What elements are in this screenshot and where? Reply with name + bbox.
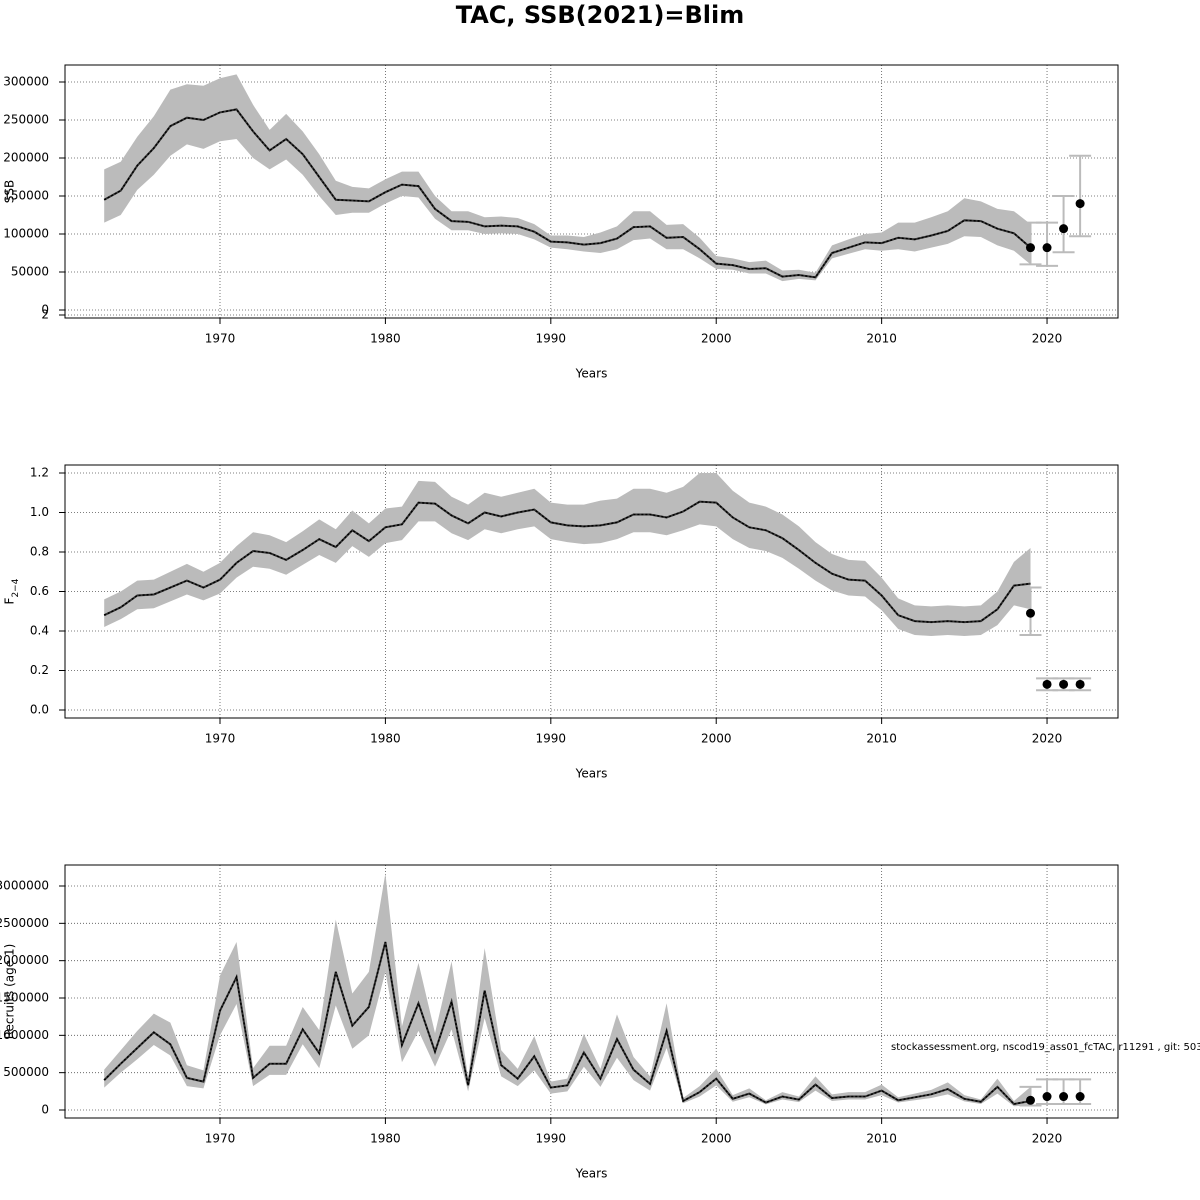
y-axis-label: SSB [3, 180, 17, 203]
y-tick-label: 1.0 [30, 505, 49, 519]
y-tick-label: 2 [41, 307, 49, 321]
x-tick-label: 2000 [701, 332, 732, 346]
x-tick-label: 2010 [866, 732, 897, 746]
y-tick-label: 50000 [11, 265, 49, 279]
x-axis-label: Years [575, 367, 608, 381]
y-tick-label: 0.4 [30, 624, 49, 638]
x-tick-label: 2020 [1032, 1132, 1063, 1146]
x-tick-label: 1980 [370, 332, 401, 346]
y-tick-label: 2000000 [0, 953, 49, 967]
median-line-dots [103, 108, 1031, 279]
forecast-point [1059, 224, 1069, 234]
forecast-point [1075, 1092, 1085, 1102]
y-tick-label: 300000 [3, 74, 49, 88]
y-tick-label: 0.2 [30, 663, 49, 677]
forecast-point [1025, 608, 1035, 618]
plot-frame [64, 864, 1119, 1119]
x-tick-label: 2000 [701, 732, 732, 746]
y-axis-label: F2−4 [3, 578, 21, 604]
y-tick-label: 250000 [3, 112, 49, 126]
x-tick-label: 2020 [1032, 732, 1063, 746]
x-tick-label: 1970 [205, 332, 236, 346]
plot-frame [64, 64, 1119, 319]
caption: stockassessment.org, nscod19_ass01_fcTAC… [891, 1042, 1200, 1053]
plot-frame [64, 464, 1119, 719]
median-line-dots [103, 500, 1031, 623]
y-tick-label: 3000000 [0, 879, 49, 893]
y-tick-label: 100000 [3, 227, 49, 241]
x-tick-label: 2020 [1032, 332, 1063, 346]
y-tick-label: 0.8 [30, 544, 49, 558]
y-tick-label: 1000000 [0, 1028, 49, 1042]
forecast-point [1075, 199, 1085, 209]
forecast-point [1025, 1095, 1035, 1105]
y-tick-label: 1500000 [0, 991, 49, 1005]
forecast-point [1042, 679, 1052, 689]
x-tick-label: 1970 [205, 1132, 236, 1146]
forecast-point [1075, 679, 1085, 689]
y-axis-label-sub: 2−4 [11, 578, 21, 597]
y-tick-label: 0.0 [30, 703, 49, 717]
y-tick-label: 1.2 [30, 465, 49, 479]
median-line-dots [103, 941, 1031, 1105]
confidence-band [104, 74, 1031, 282]
x-tick-label: 1990 [536, 332, 567, 346]
y-tick-label: 500000 [3, 1065, 49, 1079]
confidence-band [104, 873, 1031, 1107]
x-tick-label: 1970 [205, 732, 236, 746]
forecast-point [1059, 1092, 1069, 1102]
x-tick-label: 1980 [370, 1132, 401, 1146]
x-tick-label: 2000 [701, 1132, 732, 1146]
x-tick-label: 2010 [866, 1132, 897, 1146]
x-axis-label: Years [575, 767, 608, 781]
x-tick-label: 2010 [866, 332, 897, 346]
y-tick-label: 150000 [3, 188, 49, 202]
y-tick-label: 2500000 [0, 916, 49, 930]
chart-title: TAC, SSB(2021)=Blim [456, 1, 745, 29]
forecast-point [1059, 679, 1069, 689]
x-tick-label: 1990 [536, 1132, 567, 1146]
y-tick-label: 200000 [3, 150, 49, 164]
y-tick-label: 0 [41, 303, 49, 317]
x-tick-label: 1990 [536, 732, 567, 746]
forecast-point [1042, 243, 1052, 253]
confidence-band [104, 472, 1031, 636]
x-axis-label: Years [575, 1167, 608, 1181]
forecast-point [1042, 1092, 1052, 1102]
y-tick-label: 0.6 [30, 584, 49, 598]
x-tick-label: 1980 [370, 732, 401, 746]
y-tick-label: 0 [41, 1103, 49, 1117]
forecast-point [1025, 243, 1035, 253]
y-axis-label: Recruits (age 1) [3, 944, 17, 1040]
